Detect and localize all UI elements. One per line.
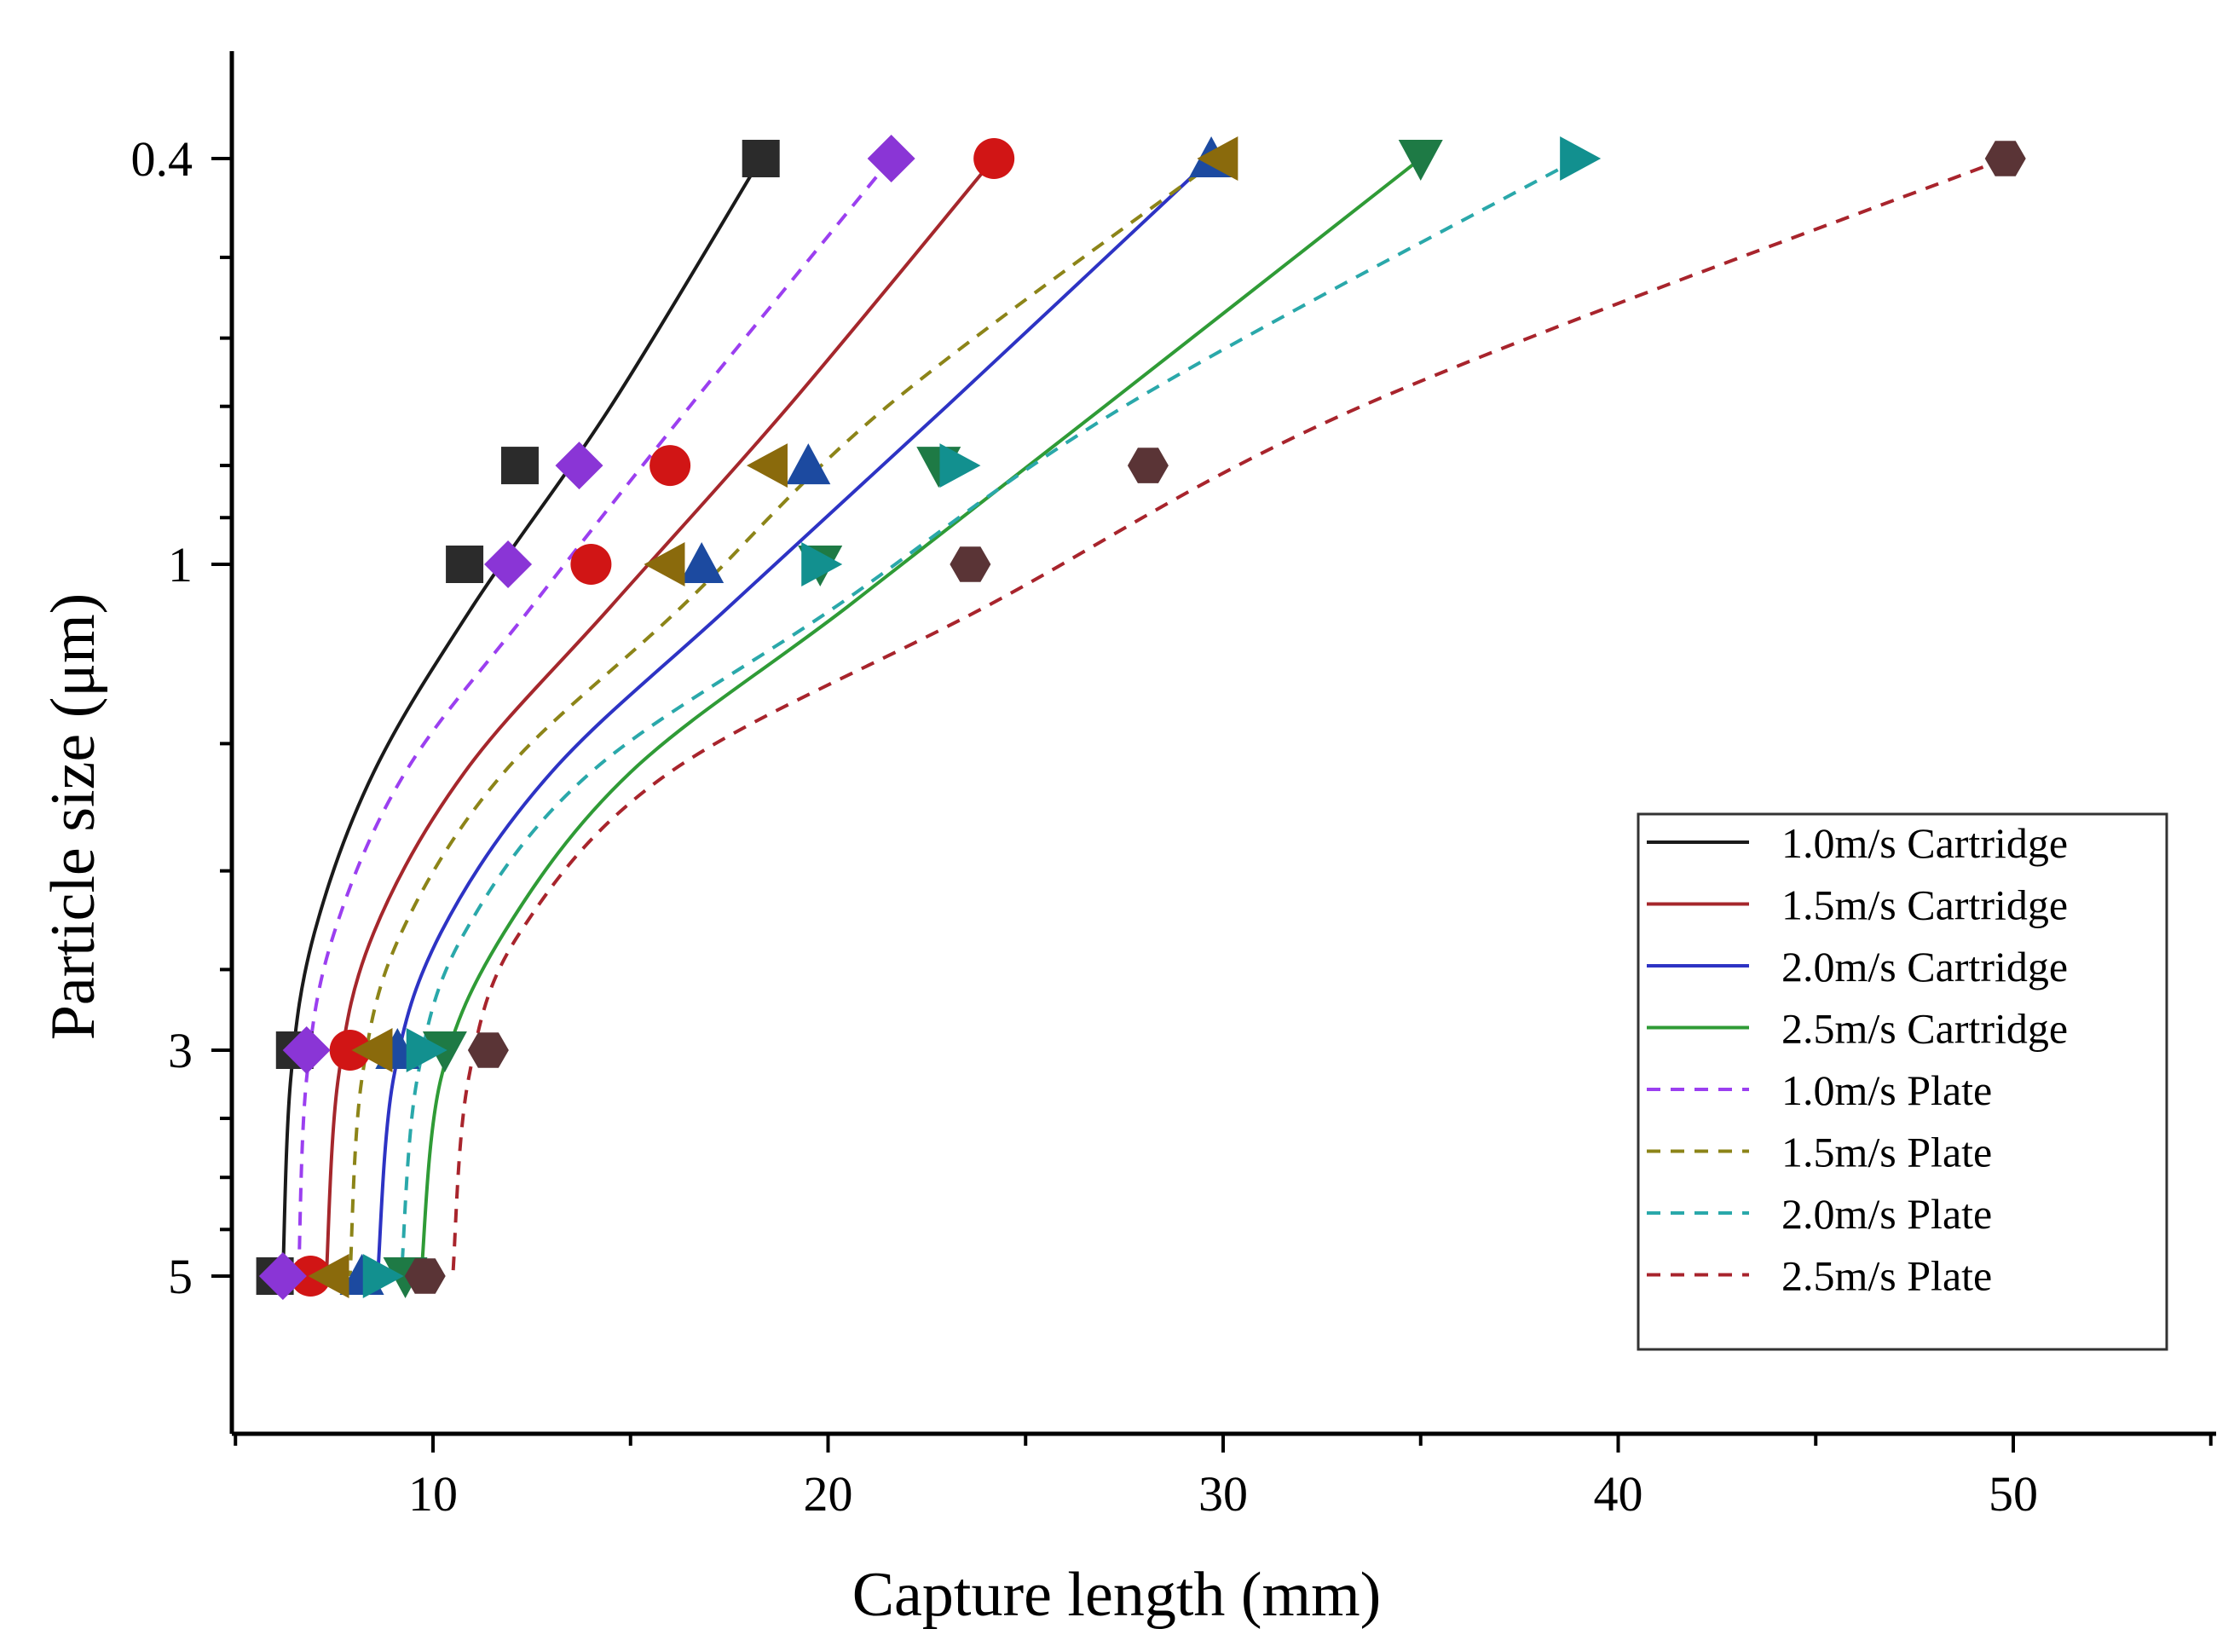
ticks: 10 20 30 40 50 0.4 1 3 5 xyxy=(131,131,2213,1522)
x-tick-label: 40 xyxy=(1594,1466,1643,1522)
legend-label: 2.0m/s Plate xyxy=(1781,1190,1992,1238)
y-tick-label: 1 xyxy=(168,537,193,592)
data-point xyxy=(786,443,831,485)
data-point xyxy=(500,447,539,485)
series-line xyxy=(348,157,1221,1277)
data-point xyxy=(329,1030,371,1071)
data-point xyxy=(258,1252,307,1300)
data-point xyxy=(644,542,685,586)
data-point xyxy=(679,542,725,583)
data-point xyxy=(484,540,533,588)
series-line xyxy=(376,157,1213,1277)
data-point xyxy=(973,138,1015,179)
data-point xyxy=(867,135,915,182)
data-point xyxy=(351,1028,393,1072)
x-tick-label: 30 xyxy=(1198,1466,1248,1522)
legend-label: 2.5m/s Plate xyxy=(1781,1252,1992,1300)
legend-label: 1.5m/s Plate xyxy=(1781,1129,1992,1176)
x-tick-label: 50 xyxy=(1989,1466,2038,1522)
data-point xyxy=(1127,448,1169,483)
y-tick-label: 3 xyxy=(168,1023,193,1078)
data-point xyxy=(1560,136,1602,181)
legend-label: 2.0m/s Cartridge xyxy=(1781,943,2068,991)
data-point xyxy=(422,1031,467,1072)
data-point xyxy=(742,140,780,177)
data-point xyxy=(362,1254,404,1298)
series-line xyxy=(419,157,1423,1277)
data-point xyxy=(570,544,612,585)
x-tick-label: 10 xyxy=(408,1466,458,1522)
data-point xyxy=(404,1258,446,1294)
x-tick-label: 20 xyxy=(804,1466,853,1522)
data-point xyxy=(446,546,484,583)
data-point xyxy=(467,1032,509,1068)
data-point xyxy=(746,443,788,488)
data-point xyxy=(801,542,843,586)
y-axis-title: Particle size (μm) xyxy=(38,593,108,1041)
series-line xyxy=(399,157,1580,1277)
legend-label: 1.0m/s Plate xyxy=(1781,1066,1992,1114)
legend: 1.0m/s Cartridge 1.5m/s Cartridge 2.0m/s C… xyxy=(1637,812,2168,1351)
series-line xyxy=(324,157,996,1277)
x-axis-title: Capture length (mm) xyxy=(852,1560,1382,1630)
data-point xyxy=(1398,140,1443,181)
legend-label: 2.5m/s Cartridge xyxy=(1781,1005,2068,1053)
y-tick-label: 5 xyxy=(168,1249,193,1304)
legend-label: 1.5m/s Cartridge xyxy=(1781,881,2068,929)
series-line xyxy=(280,157,763,1277)
data-point xyxy=(939,443,981,488)
data-point xyxy=(1984,141,2026,176)
series-line xyxy=(297,157,893,1277)
data-point xyxy=(555,442,603,490)
data-point xyxy=(282,1026,331,1074)
series-markers xyxy=(256,135,2026,1300)
data-point xyxy=(406,1028,447,1072)
data-point xyxy=(1197,136,1238,181)
data-point xyxy=(950,546,991,582)
legend-label: 1.0m/s Cartridge xyxy=(1781,819,2068,867)
data-point xyxy=(649,445,691,487)
data-point xyxy=(308,1254,349,1298)
y-tick-label: 0.4 xyxy=(131,131,193,187)
